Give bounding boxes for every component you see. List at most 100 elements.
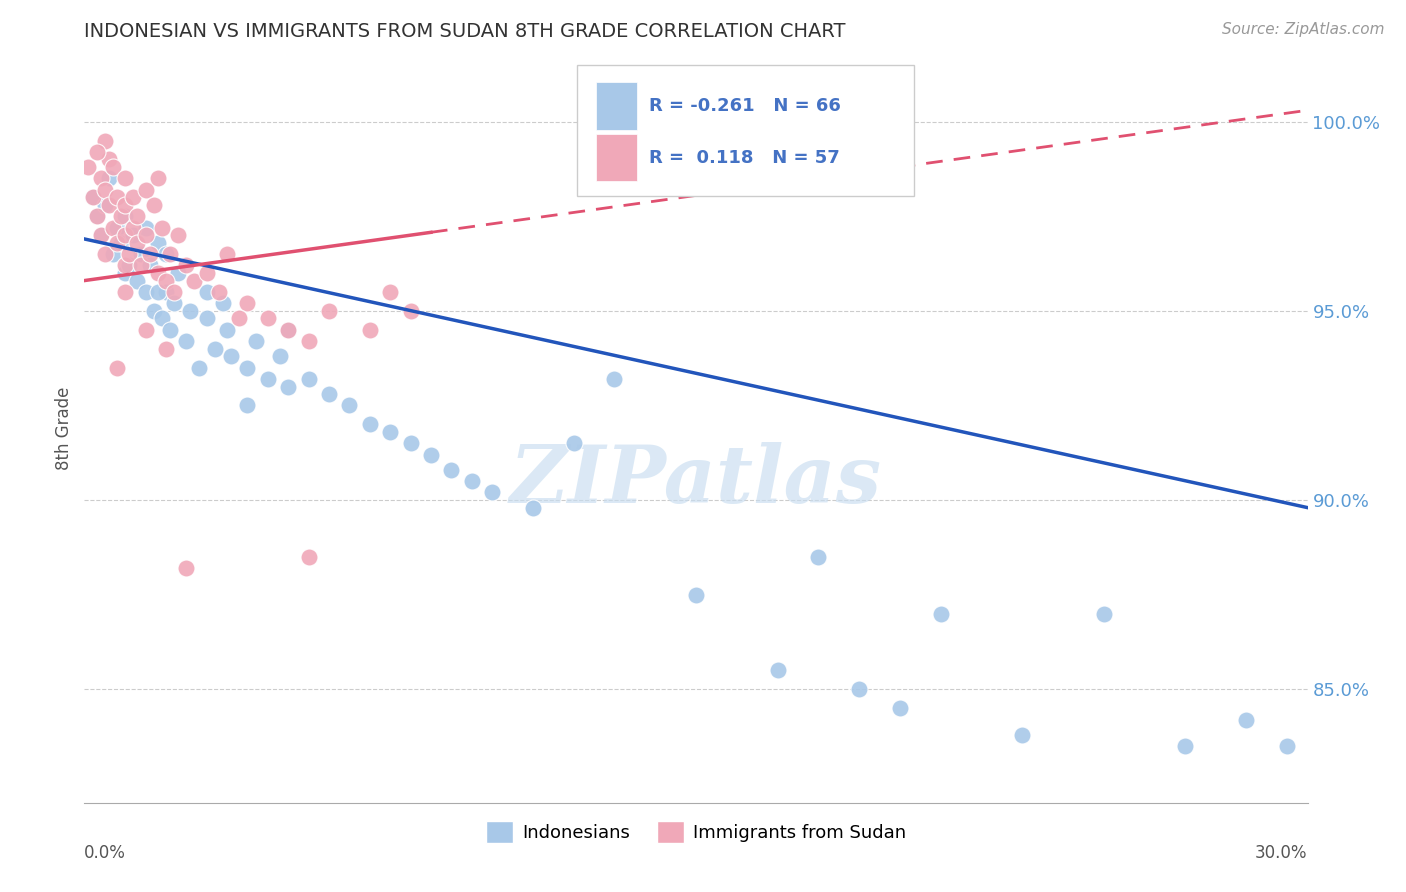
Legend: Indonesians, Immigrants from Sudan: Indonesians, Immigrants from Sudan [478,814,914,850]
Point [93,198,115,212]
Text: R =  0.118   N = 57: R = 0.118 N = 57 [650,149,841,167]
Point [277,323,299,337]
Point [562,436,585,450]
Point [105,360,128,375]
Point [122,220,145,235]
Point [481,485,503,500]
Point [1092,607,1115,621]
Point [146,171,169,186]
Point [150,311,173,326]
Point [167,228,190,243]
Point [217,247,239,261]
Point [380,285,402,299]
Point [359,323,381,337]
Point [101,247,124,261]
Point [1277,739,1299,753]
Point [163,285,186,299]
Point [298,372,321,386]
Point [208,285,231,299]
Text: ZIPatlas: ZIPatlas [510,442,882,519]
Point [277,379,299,393]
Point [298,334,321,348]
Point [236,360,259,375]
Point [131,247,153,261]
Point [150,220,173,235]
Point [159,323,181,337]
Point [86,209,108,223]
Point [174,334,197,348]
Point [236,296,259,310]
FancyBboxPatch shape [596,134,637,181]
Point [101,220,124,235]
Point [155,247,177,261]
Point [122,228,145,243]
Point [359,417,381,432]
Point [146,235,169,250]
Point [127,209,149,223]
Point [420,448,443,462]
Point [97,171,120,186]
Point [159,247,181,261]
Point [195,285,218,299]
Text: 0.0%: 0.0% [84,844,127,862]
Point [167,266,190,280]
Text: 30.0%: 30.0% [1256,844,1308,862]
Point [236,399,259,413]
Point [269,349,291,363]
Point [807,549,830,564]
Point [1236,713,1258,727]
Point [118,247,141,261]
Text: Source: ZipAtlas.com: Source: ZipAtlas.com [1222,22,1385,37]
Point [135,220,157,235]
Point [93,134,115,148]
Point [380,425,402,439]
Point [93,183,115,197]
Point [219,349,242,363]
Point [889,701,911,715]
Point [82,190,104,204]
Point [399,303,422,318]
Point [135,323,157,337]
FancyBboxPatch shape [596,82,637,129]
Point [135,183,157,197]
Point [82,190,104,204]
Point [318,387,340,401]
Point [135,285,157,299]
Point [298,549,321,564]
Point [110,235,132,250]
Point [114,259,136,273]
Point [163,296,186,310]
Y-axis label: 8th Grade: 8th Grade [55,386,73,470]
Point [1174,739,1197,753]
Point [118,259,141,273]
Point [86,145,108,159]
Point [766,664,789,678]
Point [146,285,169,299]
Point [90,228,112,243]
Text: INDONESIAN VS IMMIGRANTS FROM SUDAN 8TH GRADE CORRELATION CHART: INDONESIAN VS IMMIGRANTS FROM SUDAN 8TH … [84,21,846,41]
Point [155,285,177,299]
Point [114,285,136,299]
Point [461,474,484,488]
Point [603,372,626,386]
Point [110,209,132,223]
Point [114,228,136,243]
Point [195,266,218,280]
Point [228,311,250,326]
Point [101,160,124,174]
Point [135,228,157,243]
Point [105,190,128,204]
Point [183,274,205,288]
Point [187,360,209,375]
Point [93,247,115,261]
Point [114,209,136,223]
Point [318,303,340,318]
Point [114,171,136,186]
Point [522,500,544,515]
Point [114,198,136,212]
Point [257,372,280,386]
Point [179,303,201,318]
Point [440,463,463,477]
Point [685,588,707,602]
Point [174,259,197,273]
